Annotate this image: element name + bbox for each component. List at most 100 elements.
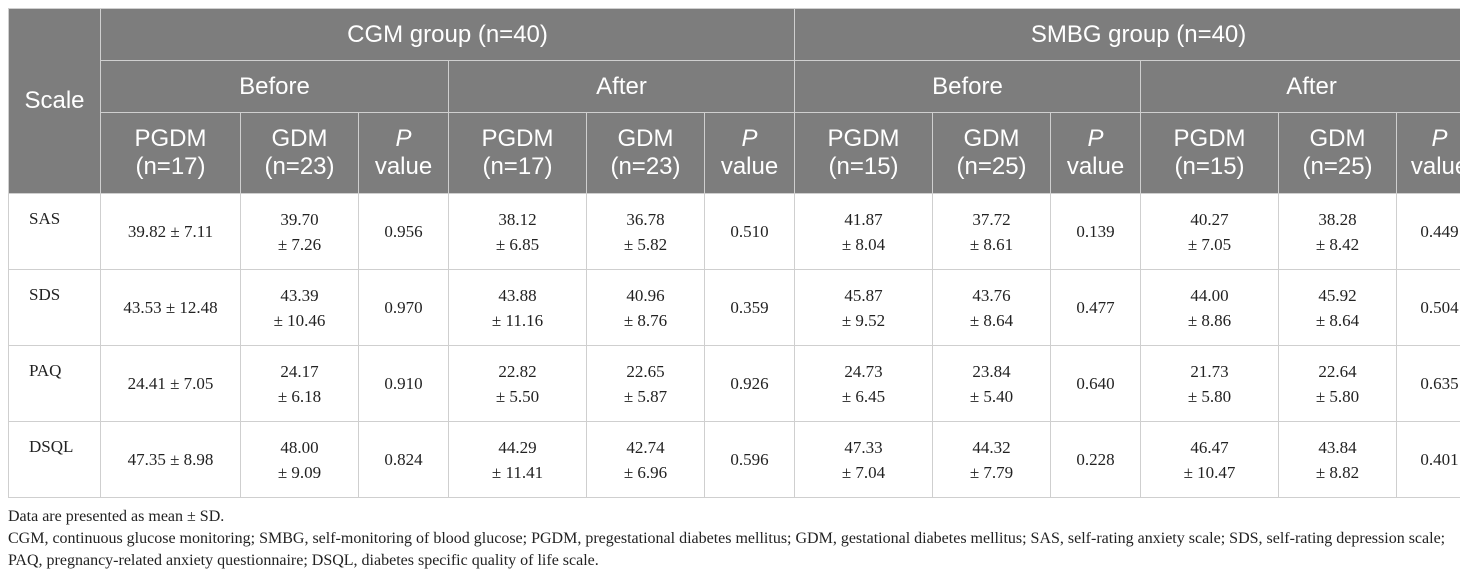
table-cell: 40.96 ± 8.76 xyxy=(586,269,705,346)
scale-header: Scale xyxy=(8,8,101,194)
cell-line: 0.449 xyxy=(1420,222,1459,241)
table-cell: 24.17 ± 6.18 xyxy=(240,345,359,422)
cell-line: ± 6.45 xyxy=(841,386,886,406)
table-cell: 47.35 ± 8.98 xyxy=(100,421,241,498)
cell-line: 0.477 xyxy=(1076,298,1115,317)
table-row: SAS 39.82 ± 7.11 39.70 ± 7.26 0.956 38.12 ± 6.… xyxy=(8,193,1460,270)
table-cell: 24.41 ± 7.05 xyxy=(100,345,241,422)
column-subtitle: value xyxy=(1066,153,1125,180)
column-subtitle: (n=23) xyxy=(610,153,681,180)
scale-label: SAS xyxy=(8,193,101,270)
table-cell: 37.72 ± 8.61 xyxy=(932,193,1052,270)
table-cell: 23.84 ± 5.40 xyxy=(932,345,1052,422)
table-row: DSQL 47.35 ± 8.98 48.00 ± 9.09 0.824 44.29 ± 1… xyxy=(8,421,1460,498)
table-cell: 0.139 xyxy=(1050,193,1142,270)
column-subtitle: value xyxy=(720,153,779,180)
column-header: GDM (n=23) xyxy=(586,112,705,194)
cell-line: 38.28 xyxy=(1318,209,1357,229)
table-cell: 0.640 xyxy=(1050,345,1142,422)
table-body: SAS 39.82 ± 7.11 39.70 ± 7.26 0.956 38.12 ± 6.… xyxy=(8,193,1460,498)
table-footnotes: Data are presented as mean ± SD. CGM, co… xyxy=(8,506,1452,572)
period-header: Before xyxy=(794,60,1142,113)
table-cell: 0.228 xyxy=(1050,421,1142,498)
table-cell: 24.73 ± 6.45 xyxy=(794,345,934,422)
column-name: GDM xyxy=(271,125,328,152)
column-name: PGDM xyxy=(134,125,207,152)
cell-line: 23.84 xyxy=(972,361,1011,381)
cell-line: ± 7.26 xyxy=(277,234,322,254)
table-cell: 46.47 ± 10.47 xyxy=(1140,421,1280,498)
table-cell: 0.477 xyxy=(1050,269,1142,346)
cell-line: 44.00 xyxy=(1190,285,1229,305)
table-cell: 0.635 xyxy=(1396,345,1460,422)
cell-line: 44.32 xyxy=(972,437,1011,457)
group-header: SMBG group (n=40) xyxy=(794,8,1460,61)
column-name: PGDM xyxy=(1173,125,1246,152)
column-header: GDM (n=25) xyxy=(932,112,1052,194)
table-cell: 36.78 ± 5.82 xyxy=(586,193,705,270)
column-header: PGDM (n=17) xyxy=(100,112,241,194)
table-row: SDS 43.53 ± 12.48 43.39 ± 10.46 0.970 43.88 ± … xyxy=(8,269,1460,346)
column-header: GDM (n=23) xyxy=(240,112,359,194)
table-cell: 0.926 xyxy=(703,345,796,422)
group-header: CGM group (n=40) xyxy=(99,8,796,61)
table-cell: 41.87 ± 8.04 xyxy=(794,193,934,270)
table-cell: 21.73 ± 5.80 xyxy=(1140,345,1280,422)
table-cell: 48.00 ± 9.09 xyxy=(240,421,359,498)
cell-line: ± 5.50 xyxy=(495,386,540,406)
cell-line: 45.92 xyxy=(1318,285,1357,305)
cell-line: ± 6.18 xyxy=(277,386,322,406)
scale-label: PAQ xyxy=(8,345,101,422)
cell-line: ± 5.82 xyxy=(623,234,668,254)
cell-line: 0.596 xyxy=(730,450,769,469)
cell-line: 0.926 xyxy=(730,374,769,393)
cell-line: 41.87 xyxy=(844,209,883,229)
table-cell: 0.970 xyxy=(358,269,449,346)
table-cell: 38.12 ± 6.85 xyxy=(448,193,587,270)
cell-line: 45.87 xyxy=(844,285,883,305)
footnote-data-format: Data are presented as mean ± SD. xyxy=(8,508,225,525)
cell-line: 40.27 xyxy=(1190,209,1229,229)
header-row-groups: Scale CGM group (n=40) SMBG group (n=40) xyxy=(8,8,1460,194)
cell-line: ± 8.64 xyxy=(969,310,1014,330)
cell-line: ± 5.80 xyxy=(1187,386,1232,406)
table-cell: 45.92 ± 8.64 xyxy=(1278,269,1398,346)
cell-line: 0.504 xyxy=(1420,298,1459,317)
table-cell: 47.33 ± 7.04 xyxy=(794,421,934,498)
column-subtitle: (n=15) xyxy=(1174,153,1245,180)
column-subtitle: (n=25) xyxy=(956,153,1027,180)
cell-line: 43.76 xyxy=(972,285,1011,305)
cell-line: ± 9.09 xyxy=(277,462,322,482)
table-cell: 0.510 xyxy=(703,193,796,270)
cell-line: ± 7.05 xyxy=(1187,234,1232,254)
cell-line: ± 8.64 xyxy=(1315,310,1360,330)
scale-label: DSQL xyxy=(8,421,101,498)
column-header: GDM (n=25) xyxy=(1278,112,1398,194)
column-name: P xyxy=(1431,125,1448,152)
scale-label: SDS xyxy=(8,269,101,346)
cell-line: ± 8.76 xyxy=(623,310,668,330)
cell-line: 0.139 xyxy=(1076,222,1115,241)
column-name: P xyxy=(741,125,758,152)
cell-line: ± 8.42 xyxy=(1315,234,1360,254)
cell-line: 24.41 ± 7.05 xyxy=(127,374,214,393)
cell-line: 0.359 xyxy=(730,298,769,317)
table-cell: 44.00 ± 8.86 xyxy=(1140,269,1280,346)
cell-line: 0.228 xyxy=(1076,450,1115,469)
cell-line: 47.33 xyxy=(844,437,883,457)
cell-line: 22.82 xyxy=(498,361,537,381)
table-cell: 0.401 xyxy=(1396,421,1460,498)
column-header: PGDM (n=17) xyxy=(448,112,587,194)
column-name: PGDM xyxy=(481,125,554,152)
cell-line: 24.73 xyxy=(844,361,883,381)
cell-line: 38.12 xyxy=(498,209,537,229)
table-cell: 0.449 xyxy=(1396,193,1460,270)
table-cell: 44.32 ± 7.79 xyxy=(932,421,1052,498)
column-subtitle: (n=23) xyxy=(264,153,335,180)
cell-line: 0.956 xyxy=(384,222,423,241)
table-cell: 39.70 ± 7.26 xyxy=(240,193,359,270)
cell-line: 22.64 xyxy=(1318,361,1357,381)
